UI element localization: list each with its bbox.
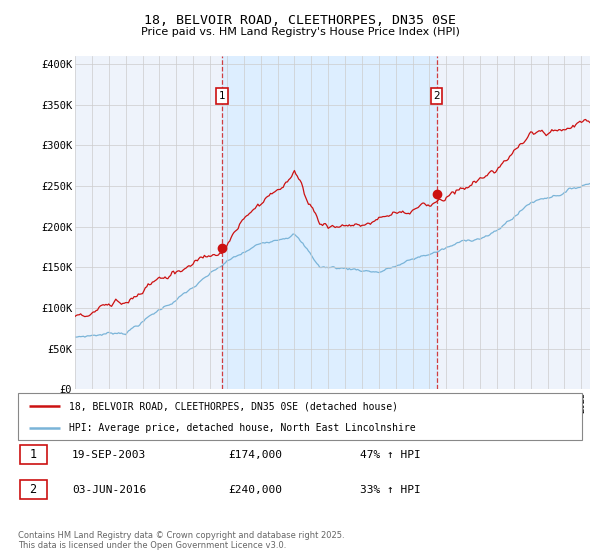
- Text: 2: 2: [29, 483, 37, 496]
- FancyBboxPatch shape: [19, 445, 47, 464]
- FancyBboxPatch shape: [18, 393, 582, 440]
- Text: 33% ↑ HPI: 33% ↑ HPI: [360, 485, 421, 495]
- Text: 03-JUN-2016: 03-JUN-2016: [72, 485, 146, 495]
- Text: 1: 1: [29, 448, 37, 461]
- Text: £174,000: £174,000: [228, 450, 282, 460]
- FancyBboxPatch shape: [19, 480, 47, 499]
- Text: 47% ↑ HPI: 47% ↑ HPI: [360, 450, 421, 460]
- Text: 18, BELVOIR ROAD, CLEETHORPES, DN35 0SE: 18, BELVOIR ROAD, CLEETHORPES, DN35 0SE: [144, 14, 456, 27]
- Text: 19-SEP-2003: 19-SEP-2003: [72, 450, 146, 460]
- Text: 1: 1: [219, 91, 226, 101]
- Text: Contains HM Land Registry data © Crown copyright and database right 2025.
This d: Contains HM Land Registry data © Crown c…: [18, 530, 344, 550]
- Text: £240,000: £240,000: [228, 485, 282, 495]
- Bar: [222, 56, 437, 389]
- Text: 18, BELVOIR ROAD, CLEETHORPES, DN35 0SE (detached house): 18, BELVOIR ROAD, CLEETHORPES, DN35 0SE …: [69, 402, 398, 411]
- Text: Price paid vs. HM Land Registry's House Price Index (HPI): Price paid vs. HM Land Registry's House …: [140, 27, 460, 37]
- Text: 2: 2: [433, 91, 440, 101]
- Text: HPI: Average price, detached house, North East Lincolnshire: HPI: Average price, detached house, Nort…: [69, 423, 415, 433]
